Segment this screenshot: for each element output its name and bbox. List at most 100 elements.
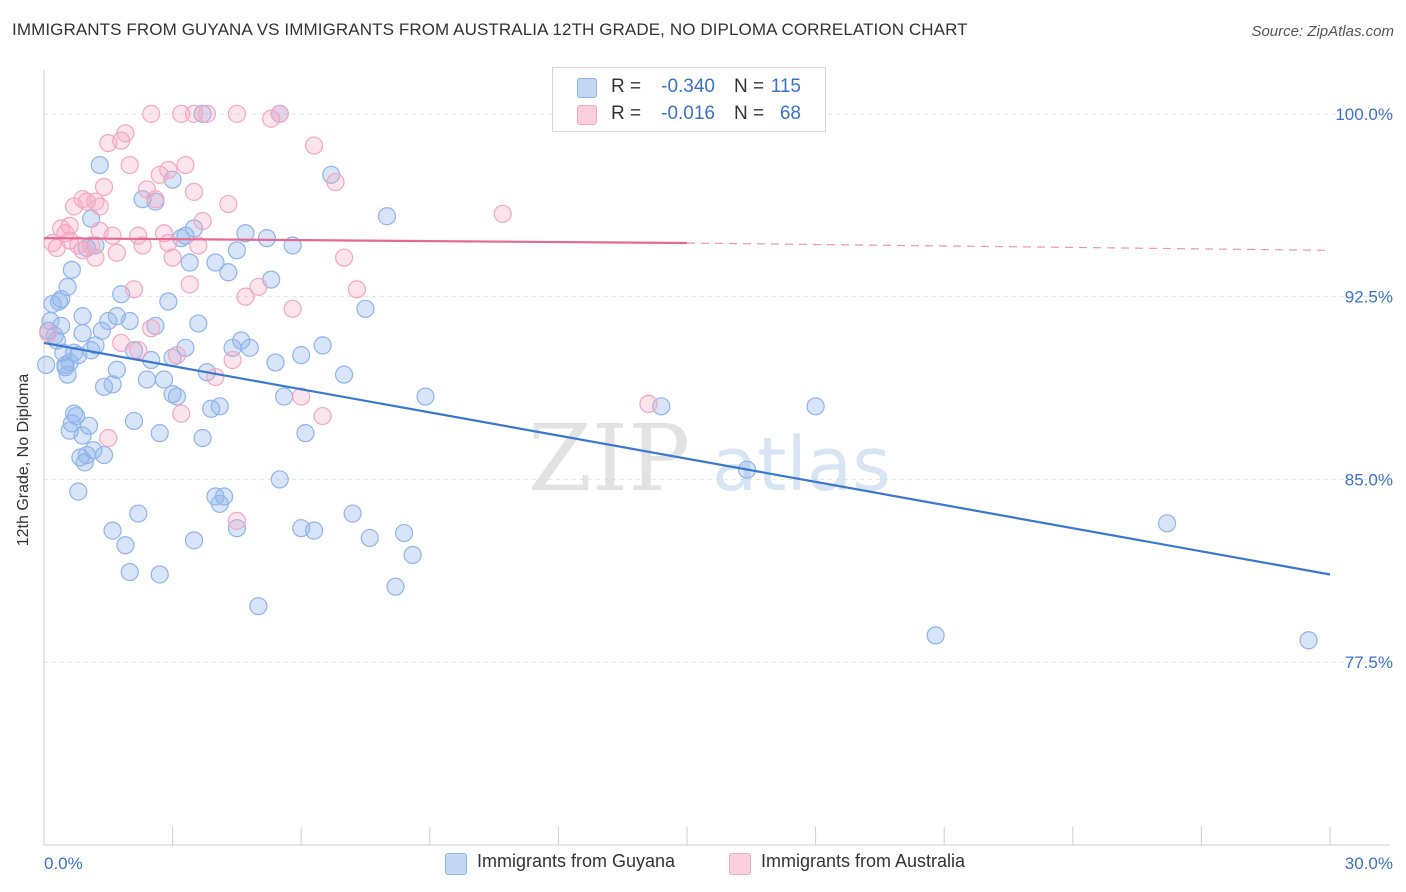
australia-point bbox=[94, 177, 114, 197]
australia-point bbox=[107, 243, 126, 262]
guyana-point bbox=[116, 536, 135, 555]
watermark-zip: ZIP bbox=[528, 405, 690, 512]
bottom-legend-label-australia: Immigrants from Australia bbox=[761, 851, 966, 871]
australia-point bbox=[227, 511, 246, 530]
guyana-point bbox=[159, 292, 178, 311]
legend-row-guyana: R = -0.340 N = 115 bbox=[553, 74, 825, 102]
grid-lines bbox=[44, 113, 1390, 663]
australia-point bbox=[150, 165, 169, 184]
y-tick-label: 77.5% bbox=[1345, 653, 1393, 672]
guyana-point bbox=[124, 411, 144, 431]
guyana-point bbox=[292, 346, 311, 365]
australia-point bbox=[270, 104, 289, 123]
guyana-point bbox=[206, 253, 225, 272]
x-tick-labels: 0.0% 30.0% bbox=[44, 854, 1393, 873]
australia-point bbox=[197, 104, 216, 123]
guyana-point bbox=[84, 441, 103, 460]
y-tick-label: 85.0% bbox=[1345, 470, 1393, 489]
legend-n-label: N = bbox=[734, 103, 765, 124]
guyana-point bbox=[86, 336, 105, 355]
watermark-atlas: atlas bbox=[712, 422, 891, 508]
chart-title: IMMIGRANTS FROM GUYANA VS IMMIGRANTS FRO… bbox=[12, 20, 968, 39]
guyana-point bbox=[257, 229, 277, 248]
australia-point bbox=[167, 346, 186, 365]
australia-point bbox=[124, 280, 144, 299]
guyana-point bbox=[806, 397, 825, 416]
guyana-point bbox=[1158, 514, 1177, 533]
series-australia-points bbox=[39, 104, 658, 530]
australia-point bbox=[129, 226, 148, 245]
source-label: Source: ZipAtlas.com bbox=[1251, 23, 1394, 40]
y-tick-label: 100.0% bbox=[1335, 105, 1393, 124]
guyana-point bbox=[334, 365, 354, 384]
guyana-point bbox=[403, 545, 422, 565]
guyana-point bbox=[236, 224, 255, 243]
axes bbox=[43, 70, 1390, 846]
trend-line-australia-extension bbox=[686, 242, 1331, 251]
guyana-point bbox=[79, 416, 99, 435]
guyana-point bbox=[94, 377, 114, 396]
australia-point bbox=[154, 224, 174, 243]
australia-point bbox=[283, 299, 302, 318]
guyana-point bbox=[394, 523, 414, 543]
x-tick-label: 0.0% bbox=[44, 854, 83, 873]
guyana-point bbox=[296, 424, 315, 443]
bottom-legend-swatch-australia bbox=[729, 853, 751, 875]
guyana-point bbox=[180, 253, 199, 272]
guyana-point bbox=[1299, 631, 1318, 650]
bottom-legend-swatch-guyana bbox=[445, 853, 467, 875]
guyana-point bbox=[120, 311, 139, 331]
australia-point bbox=[184, 182, 204, 201]
australia-point bbox=[193, 212, 212, 231]
trend-line-guyana bbox=[43, 341, 1331, 576]
australia-point bbox=[176, 155, 195, 175]
guyana-point bbox=[73, 324, 92, 343]
legend-swatch-australia bbox=[577, 105, 597, 125]
guyana-point bbox=[356, 299, 375, 318]
guyana-point bbox=[249, 597, 268, 616]
guyana-point bbox=[56, 358, 75, 377]
australia-point bbox=[180, 275, 199, 294]
guyana-point bbox=[386, 577, 405, 596]
guyana-point bbox=[120, 562, 139, 582]
guyana-point bbox=[107, 360, 126, 379]
australia-point bbox=[142, 319, 161, 338]
australia-point bbox=[112, 333, 131, 353]
guyana-point bbox=[64, 404, 84, 423]
australia-point bbox=[223, 350, 242, 370]
australia-point bbox=[163, 248, 182, 267]
australia-point bbox=[326, 173, 345, 192]
y-axis-label: 12th Grade, No Diploma bbox=[15, 373, 32, 547]
guyana-point bbox=[49, 292, 69, 311]
australia-point bbox=[73, 190, 92, 209]
guyana-point bbox=[227, 519, 246, 538]
australia-point bbox=[262, 109, 281, 128]
watermark: ZIP atlas bbox=[528, 405, 891, 512]
legend-r-value: -0.016 bbox=[661, 103, 715, 124]
guyana-point bbox=[189, 314, 208, 333]
guyana-point bbox=[150, 424, 169, 443]
guyana-point bbox=[62, 260, 81, 279]
guyana-point bbox=[210, 397, 229, 416]
guyana-point bbox=[137, 370, 156, 389]
australia-point bbox=[236, 287, 255, 306]
australia-point bbox=[142, 104, 161, 123]
australia-point bbox=[60, 216, 79, 236]
legend-n-label: N = bbox=[734, 76, 765, 97]
australia-point bbox=[120, 155, 139, 175]
australia-point bbox=[172, 104, 191, 123]
guyana-point bbox=[37, 355, 56, 374]
guyana-point bbox=[266, 353, 285, 372]
guyana-point bbox=[343, 504, 362, 523]
australia-point bbox=[39, 324, 58, 343]
legend-n-value: 68 bbox=[779, 103, 801, 124]
guyana-point bbox=[184, 531, 204, 550]
guyana-point bbox=[926, 626, 945, 645]
guyana-point bbox=[73, 307, 92, 326]
y-tick-labels: 77.5% 85.0% 92.5% 100.0% bbox=[1335, 105, 1393, 672]
australia-point bbox=[184, 104, 204, 123]
guyana-point bbox=[292, 519, 311, 538]
correlation-legend: R = -0.340 N = 115 R = -0.016 N = 68 bbox=[552, 67, 826, 132]
australia-point bbox=[313, 406, 332, 426]
